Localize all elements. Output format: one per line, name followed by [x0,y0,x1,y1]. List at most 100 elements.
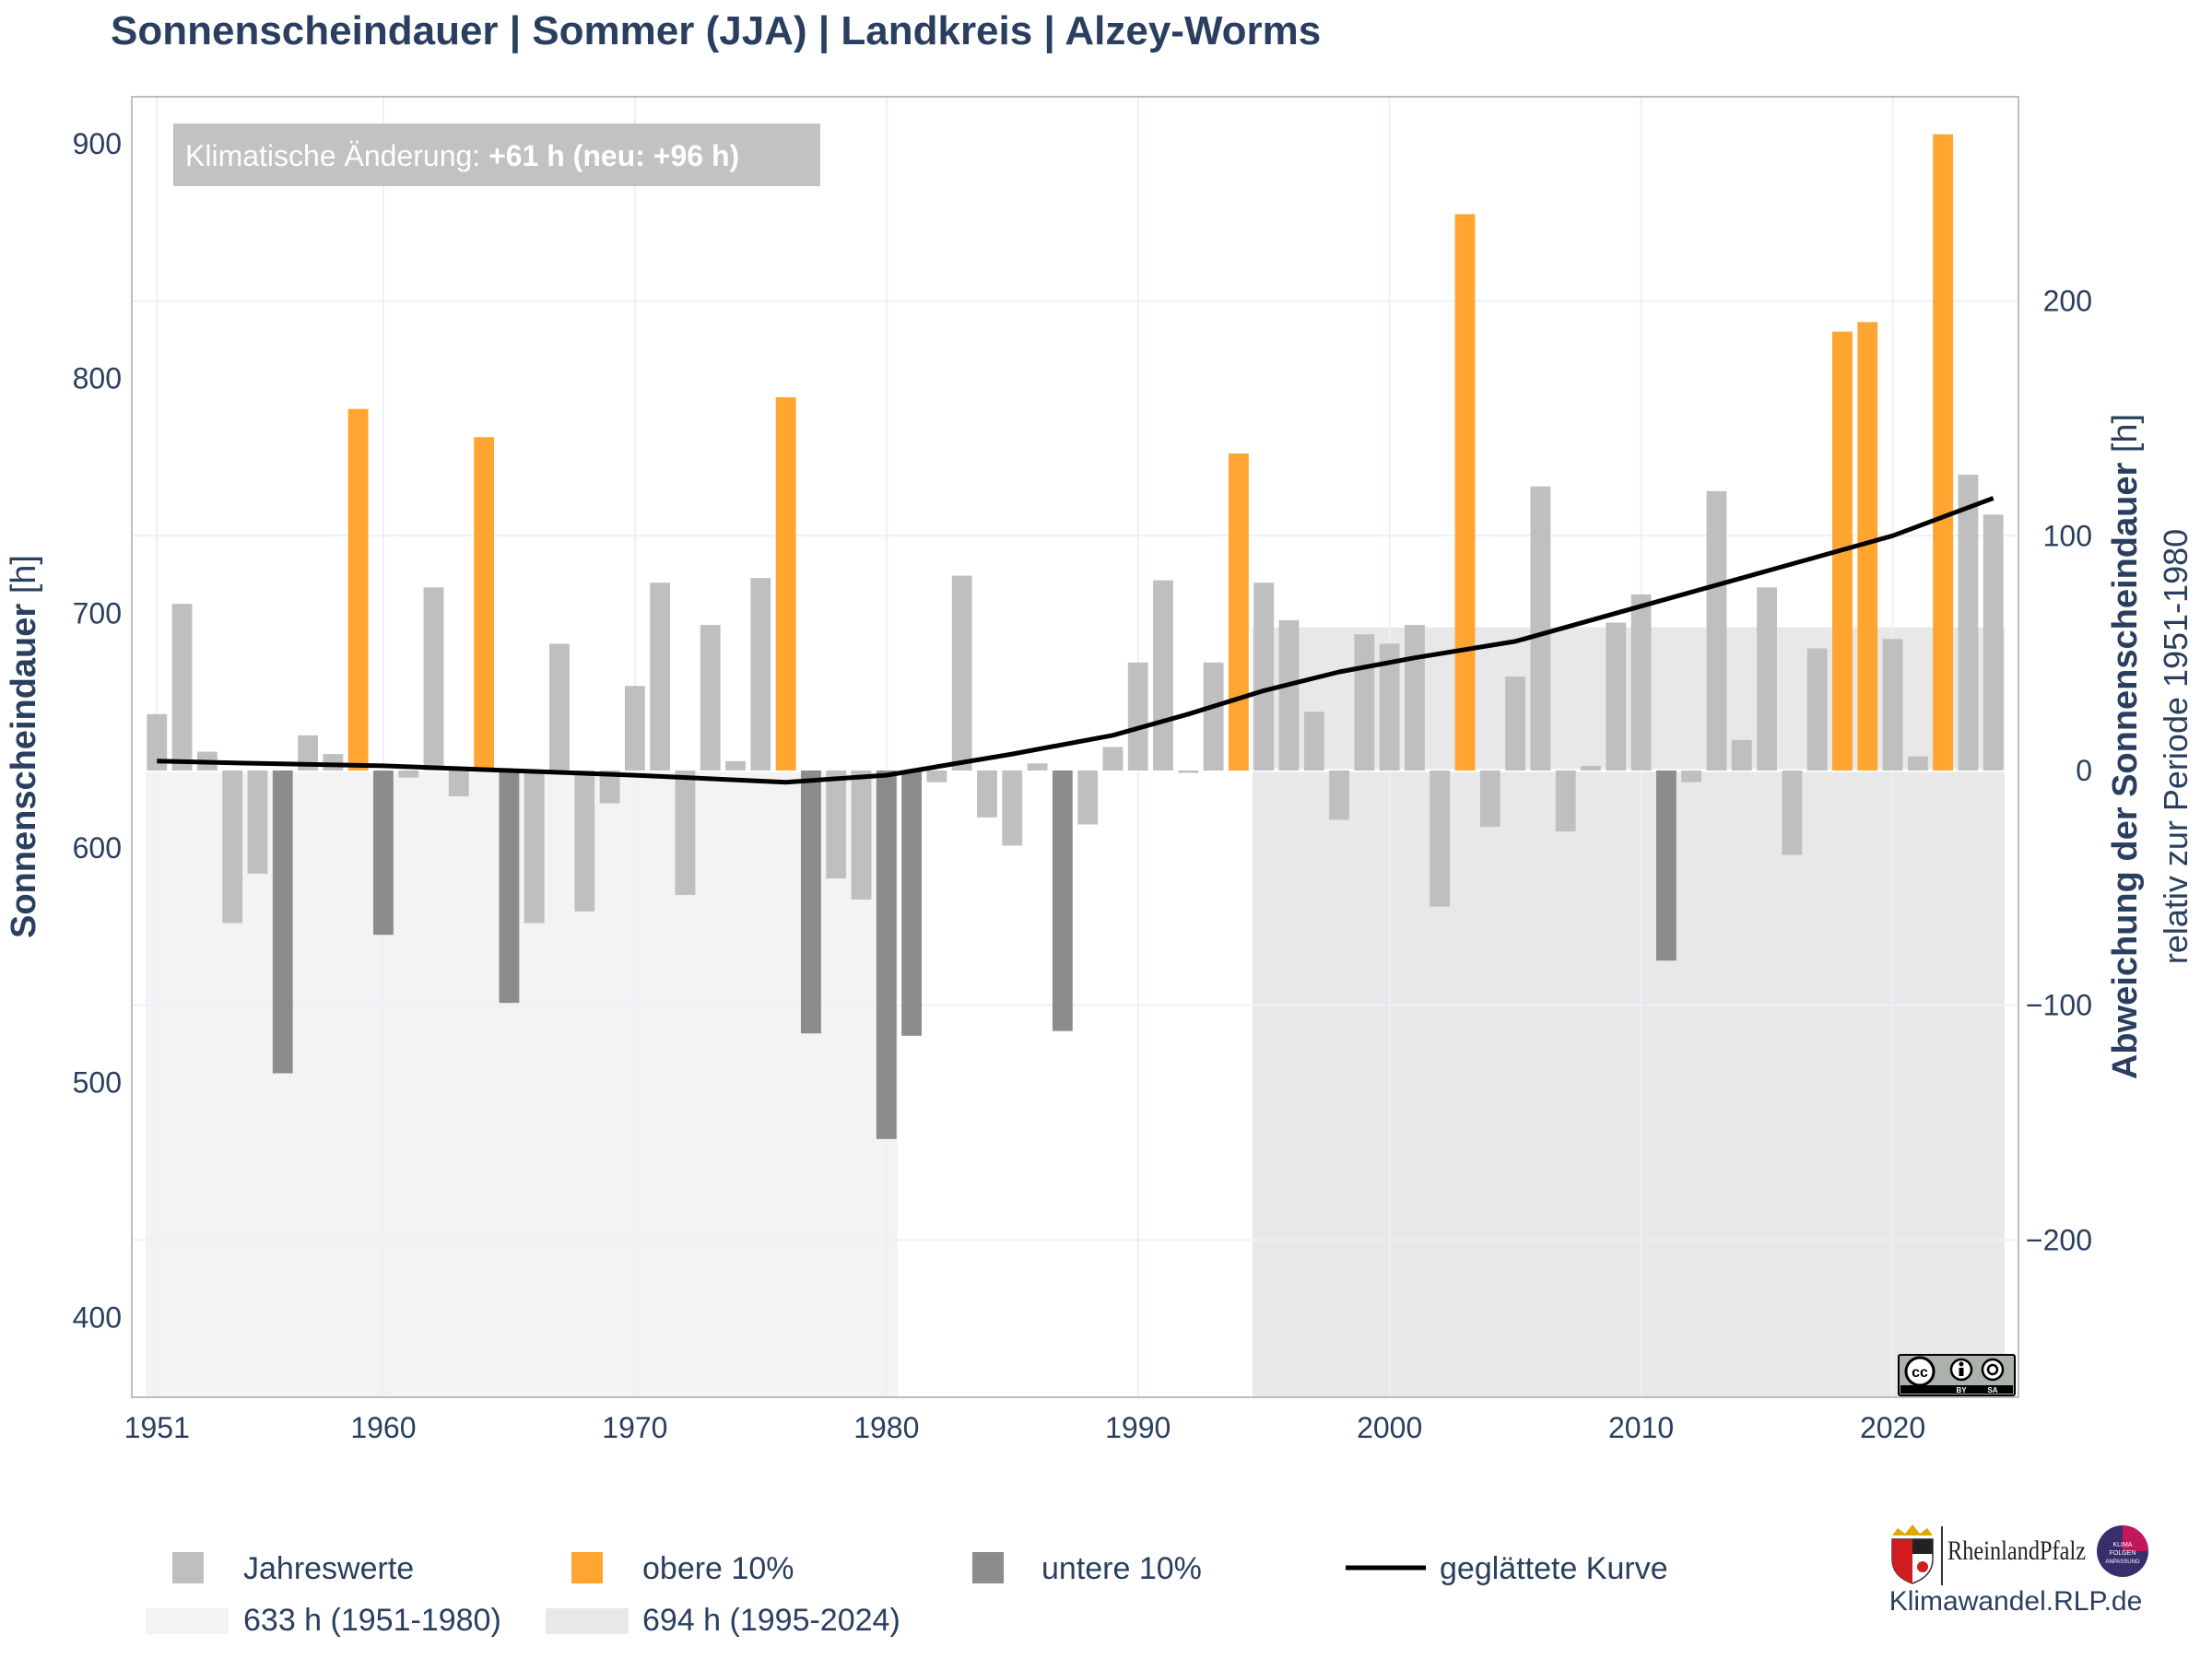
bar-1959 [347,408,369,771]
bar-2011 [1655,770,1677,961]
cc-badge-strip [1900,1385,2013,1394]
x-tick-1970: 1970 [602,1411,667,1444]
bar-1952 [171,604,193,771]
legend: Jahreswerte obere 10% untere 10% geglätt… [146,1551,1668,1638]
bar-1983 [951,575,972,771]
cc-circle-icon [1904,1356,1936,1387]
bar-1988 [1077,770,1099,825]
bar-1957 [298,735,318,771]
x-tick-2010: 2010 [1608,1411,1674,1444]
klimafolgen-badge-icon: KLIMA FOLGEN ANPASSUNG [2097,1525,2148,1577]
annotation-box [173,124,820,186]
annotation-text: Klimatische Änderung: +61 h (neu: +96 h) [185,139,739,172]
rlp-coat-of-arms-icon [1891,1524,1934,1584]
bar-2010 [1630,594,1652,771]
bar-1969 [599,770,620,804]
bar-2012 [1681,770,1702,782]
site-url[interactable]: Klimawandel.RLP.de [1889,1586,2143,1617]
bar-1999 [1354,634,1375,771]
bar-2004 [1479,770,1500,828]
legend-label-lower: untere 10% [1041,1551,1202,1586]
annotation-value: +61 h (neu: +96 h) [488,139,739,172]
bar-1970 [624,686,645,771]
bar-1967 [549,643,570,771]
bar-1995 [1253,582,1275,771]
bar-2021 [1907,756,1928,771]
x-tick-1960: 1960 [350,1411,416,1444]
bar-1996 [1278,619,1300,771]
y2-tick-0: −200 [2026,1223,2092,1256]
cc-by-text: BY [1956,1386,1967,1394]
period-band-1 [146,770,899,1397]
x-tick-1980: 1980 [853,1411,919,1444]
bar-1966 [524,770,545,924]
bar-1963 [448,770,469,796]
cc-license-icon: cc BY SA [1898,1354,2016,1396]
x-tick-1951: 1951 [124,1411,190,1444]
bar-1973 [700,625,721,771]
bar-2001 [1405,625,1425,771]
cc-by-body [1959,1368,1964,1376]
y-axis-label-unit: [h] [5,555,43,604]
bar-1990 [1127,662,1148,771]
y2-tick-2: 0 [2076,754,2092,787]
y-tick-900: 900 [73,127,122,160]
y2-axis-sublabel: relativ zur Periode 1951-1980 [2157,529,2194,964]
y-tick-700: 700 [73,596,122,629]
bar-1998 [1329,770,1349,820]
shield-wheel [1917,1561,1928,1572]
bar-2000 [1379,643,1400,771]
bar-1956 [272,770,293,1074]
y2-axis-label-unit: [h] [2106,414,2145,463]
legend-label-upper: obere 10% [642,1551,794,1586]
x-tick-2020: 2020 [1860,1411,1925,1444]
bar-1954 [222,770,243,924]
y-axis-label: Sonnenscheindauer [h] [5,555,43,938]
bar-1975 [750,578,771,771]
shield-left-half [1892,1539,1912,1583]
bar-1971 [650,582,671,771]
bar-1978 [826,770,847,879]
legend-swatch-upper [571,1552,603,1583]
bar-1997 [1303,712,1324,771]
bar-1991 [1153,580,1173,771]
y2-axis-label-bold: Abweichung der Sonnenscheindauer [2106,463,2145,1080]
bar-2015 [1757,587,1777,771]
bar-1961 [398,770,419,778]
bar-2024 [1983,514,2004,771]
badge-segment [2123,1525,2148,1551]
bar-1976 [775,397,796,771]
legend-swatch-jahreswerte [172,1552,204,1583]
bar-1962 [423,587,444,771]
shield-top-right [1912,1539,1933,1554]
badge-line1: KLIMA [2112,1542,2132,1548]
branding: RheinlandPfalz KLIMA FOLGEN ANPASSUNG Kl… [1889,1524,2148,1617]
bar-1992 [1178,770,1199,773]
y-tick-500: 500 [73,1066,122,1100]
y-tick-600: 600 [73,831,122,865]
y2-tick-4: 200 [2043,285,2092,318]
bar-1977 [801,770,821,1034]
bar-2013 [1706,490,1727,771]
cc-by-head [1959,1361,1964,1367]
bar-2014 [1731,739,1752,771]
bar-1979 [851,770,872,900]
y-axis-label-bold: Sonnenscheindauer [5,604,43,938]
y2-axis-label: Abweichung der Sonnenscheindauer [h] [2106,414,2145,1079]
bar-1980 [876,770,897,1139]
bar-1994 [1228,453,1249,771]
cc-sa-text: SA [1987,1386,1997,1394]
bar-1965 [499,770,520,1004]
bars [147,134,2004,1139]
bar-2002 [1430,770,1451,907]
bar-2006 [1530,486,1551,771]
bar-2023 [1958,475,1979,771]
bar-2019 [1857,322,1878,771]
x-tick-2000: 2000 [1357,1411,1422,1444]
state-name: RheinlandPfalz [1947,1535,2086,1566]
period-band-2 [1252,627,2005,1397]
chart-title: Sonnenscheindauer | Sommer (JJA) | Landk… [111,8,1321,54]
bar-1984 [977,770,997,818]
bar-2020 [1882,639,1903,771]
